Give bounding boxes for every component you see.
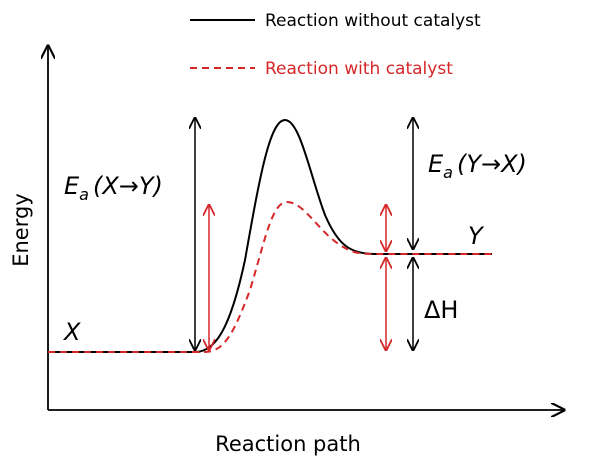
- uncatalyzed-curve: [48, 118, 492, 353]
- legend-label: Reaction with catalyst: [265, 59, 453, 79]
- argument: (X→Y): [93, 172, 163, 200]
- symbol: E: [428, 150, 444, 178]
- legend-label: Reaction without catalyst: [265, 11, 481, 31]
- subscript: a: [79, 185, 89, 204]
- subscript: a: [443, 163, 453, 182]
- enthalpy-label: ΔH: [424, 296, 458, 324]
- symbol: E: [64, 172, 80, 200]
- catalyzed-curve: [48, 200, 492, 353]
- state-label: X: [62, 318, 81, 346]
- y-axis-label: Energy: [9, 193, 33, 267]
- barrier-label: Ea (Y→X): [428, 150, 527, 182]
- argument: (Y→X): [457, 150, 527, 178]
- x-axis-label: Reaction path: [215, 432, 361, 456]
- barrier-label: Ea (X→Y): [64, 172, 163, 204]
- state-label: Y: [468, 222, 485, 250]
